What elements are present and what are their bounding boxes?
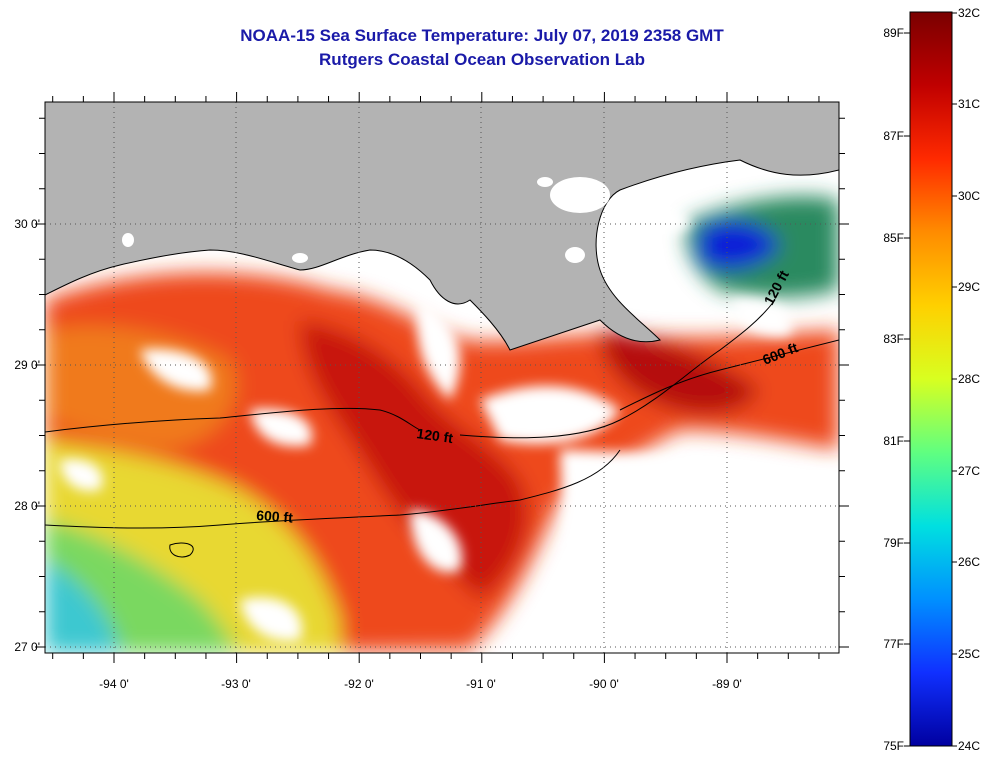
map-frame bbox=[44, 101, 840, 654]
lon-label: -93 0' bbox=[221, 677, 251, 691]
lon-label: -94 0' bbox=[99, 677, 129, 691]
longitude-labels: -94 0' -93 0' -92 0' -91 0' -90 0' -89 0… bbox=[99, 677, 742, 691]
inland-no-data bbox=[122, 177, 610, 263]
bathymetry-contours bbox=[45, 299, 839, 558]
sst-cold-core bbox=[700, 221, 780, 269]
sst-hot-core bbox=[300, 320, 528, 600]
cloud-patch bbox=[480, 386, 620, 444]
cb-f-label: 75F bbox=[883, 739, 904, 753]
colorbar-fahrenheit-labels: 89F 87F 85F 83F 81F 79F 77F 75F bbox=[883, 26, 904, 753]
lat-label: 29 0' bbox=[14, 358, 40, 372]
cb-f-label: 87F bbox=[883, 129, 904, 143]
inland-patch bbox=[537, 177, 553, 187]
cloud-patch bbox=[250, 409, 312, 447]
lat-label: 30 0' bbox=[14, 217, 40, 231]
contour-600ft-east bbox=[619, 339, 839, 411]
cb-f-label: 79F bbox=[883, 536, 904, 550]
cb-f-label: 81F bbox=[883, 434, 904, 448]
map-panel bbox=[45, 102, 839, 653]
land-mass bbox=[45, 102, 839, 350]
cb-c-label: 27C bbox=[958, 464, 980, 478]
cloud-patch bbox=[240, 597, 302, 641]
contour-120ft-east bbox=[459, 299, 776, 439]
graticule bbox=[45, 102, 839, 653]
cloud-patch bbox=[410, 510, 462, 573]
cloud-patch bbox=[417, 300, 460, 400]
sst-cyan-sw bbox=[45, 560, 120, 653]
inland-patch bbox=[122, 233, 134, 247]
map-subtitle: Rutgers Coastal Ocean Observation Lab bbox=[319, 50, 645, 69]
cb-c-label: 28C bbox=[958, 372, 980, 386]
cloud-patch bbox=[730, 299, 792, 336]
cb-c-label: 31C bbox=[958, 97, 980, 111]
lon-label: -91 0' bbox=[466, 677, 496, 691]
inland-patch bbox=[292, 253, 308, 263]
contour-600ft-loop bbox=[169, 542, 194, 558]
map-title: NOAA-15 Sea Surface Temperature: July 07… bbox=[240, 26, 724, 45]
cloud-patch bbox=[140, 349, 212, 391]
cb-c-label: 30C bbox=[958, 189, 980, 203]
cloud-patch bbox=[560, 450, 839, 653]
cb-c-label: 24C bbox=[958, 739, 980, 753]
contour-label-600ft: 600 ft bbox=[256, 507, 294, 526]
cb-f-label: 85F bbox=[883, 231, 904, 245]
sst-hot-east bbox=[600, 330, 760, 414]
lon-label: -89 0' bbox=[712, 677, 742, 691]
cloud-cover bbox=[60, 201, 839, 653]
colorbar-celsius-labels: 32C 31C 30C 29C 28C 27C 26C 25C 24C bbox=[958, 6, 980, 753]
contour-label-120ft: 120 ft bbox=[416, 425, 455, 446]
inland-patch bbox=[565, 247, 585, 263]
cb-c-label: 26C bbox=[958, 555, 980, 569]
lon-label: -92 0' bbox=[344, 677, 374, 691]
contour-120ft-west bbox=[45, 407, 421, 433]
cb-f-label: 89F bbox=[883, 26, 904, 40]
colorbar-ticks bbox=[904, 12, 957, 747]
lat-label: 27 0' bbox=[14, 640, 40, 654]
cb-c-label: 29C bbox=[958, 280, 980, 294]
lat-label: 28 0' bbox=[14, 499, 40, 513]
latitude-labels: 30 0' 29 0' 28 0' 27 0' bbox=[14, 217, 40, 654]
lake-pontchartrain bbox=[550, 177, 610, 213]
cloud-patch bbox=[60, 459, 103, 491]
cb-c-label: 32C bbox=[958, 6, 980, 20]
cb-f-label: 77F bbox=[883, 637, 904, 651]
axis-ticks bbox=[35, 92, 849, 663]
colorbar bbox=[909, 11, 953, 747]
cb-f-label: 83F bbox=[883, 332, 904, 346]
cb-c-label: 25C bbox=[958, 647, 980, 661]
coastline bbox=[45, 159, 839, 351]
contour-600ft-west bbox=[45, 449, 621, 529]
cloud-patch bbox=[610, 201, 690, 235]
lon-label: -90 0' bbox=[589, 677, 619, 691]
